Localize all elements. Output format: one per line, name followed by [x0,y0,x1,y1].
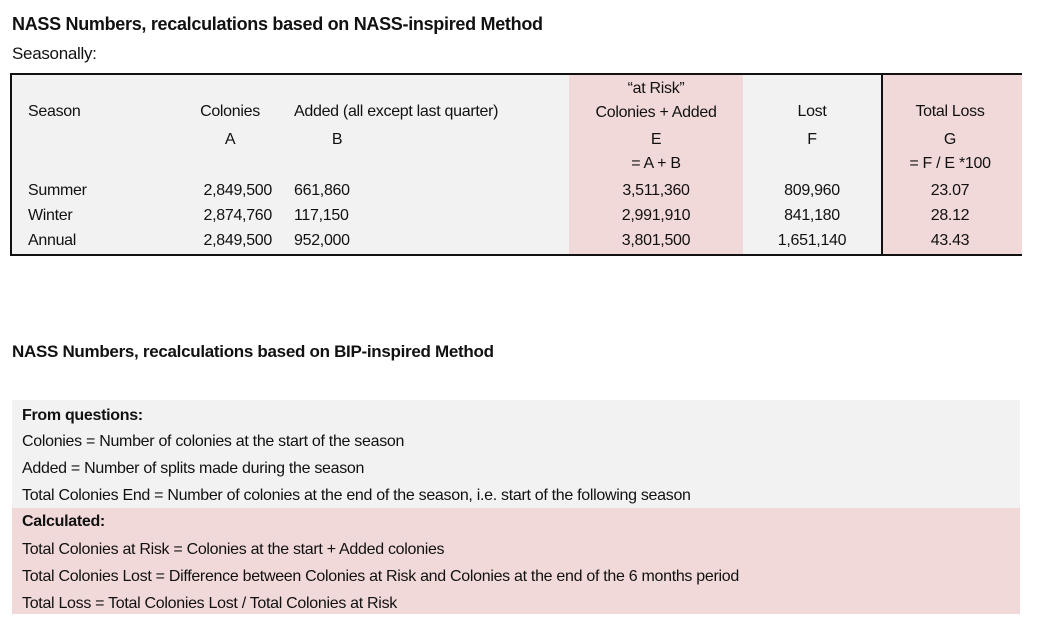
letter-b: B [331,131,343,148]
total-loss-column-highlight [881,75,1022,254]
calculation-line: Total Loss = Total Colonies Lost / Total… [22,595,397,612]
cell-b: 117,150 [294,207,349,224]
letter-g: G [943,131,957,148]
cell-season: Summer [28,182,87,199]
header-total-loss: Total Loss [915,103,985,120]
cell-season: Winter [28,207,73,224]
cell-season: Annual [28,232,77,249]
cell-b: 952,000 [294,232,350,249]
header-at-risk-top: “at Risk” [627,80,685,97]
header-lost: Lost [797,103,827,120]
cell-g: 23.07 [930,182,970,199]
cell-a: 2,849,500 [203,232,273,249]
section1-title: NASS Numbers, recalculations based on NA… [12,14,543,34]
calculated-section [12,508,1020,614]
nass-table: “at Risk” Season Colonies Added (all exc… [10,73,1022,256]
section1-subtitle: Seasonally: [12,44,97,63]
letter-f: F [807,131,817,148]
section2-title: NASS Numbers, recalculations based on BI… [12,342,494,361]
formula-g: = F / E *100 [909,155,991,172]
calculated-heading: Calculated: [22,513,105,530]
cell-f: 841,180 [784,207,840,224]
cell-g: 43.43 [930,232,970,249]
header-at-risk: Colonies + Added [595,104,717,121]
header-season: Season [28,103,81,120]
from-questions-section [12,400,1020,508]
header-added: Added (all except last quarter) [294,103,499,120]
calculation-line: Total Colonies at Risk = Colonies at the… [22,541,445,558]
cell-e: 3,801,500 [621,232,691,249]
from-questions-heading: From questions: [22,407,143,424]
cell-a: 2,849,500 [203,182,273,199]
cell-e: 3,511,360 [622,182,690,199]
cell-a: 2,874,760 [203,207,273,224]
cell-e: 2,991,910 [621,207,691,224]
formula-e: = A + B [631,155,681,172]
definition-line: Colonies = Number of colonies at the sta… [22,433,405,450]
calculation-line: Total Colonies Lost = Difference between… [22,568,739,585]
header-colonies: Colonies [200,103,260,120]
letter-e: E [650,131,662,148]
definition-line: Added = Number of splits made during the… [22,460,365,477]
definitions-box: From questions: Colonies = Number of col… [12,400,1020,614]
cell-b: 661,860 [294,182,350,199]
cell-g: 28.12 [930,207,970,224]
cell-f: 1,651,140 [777,232,847,249]
at-risk-column-highlight [569,75,743,254]
cell-f: 809,960 [784,182,840,199]
definition-line: Total Colonies End = Number of colonies … [22,487,691,504]
letter-a: A [224,131,236,148]
